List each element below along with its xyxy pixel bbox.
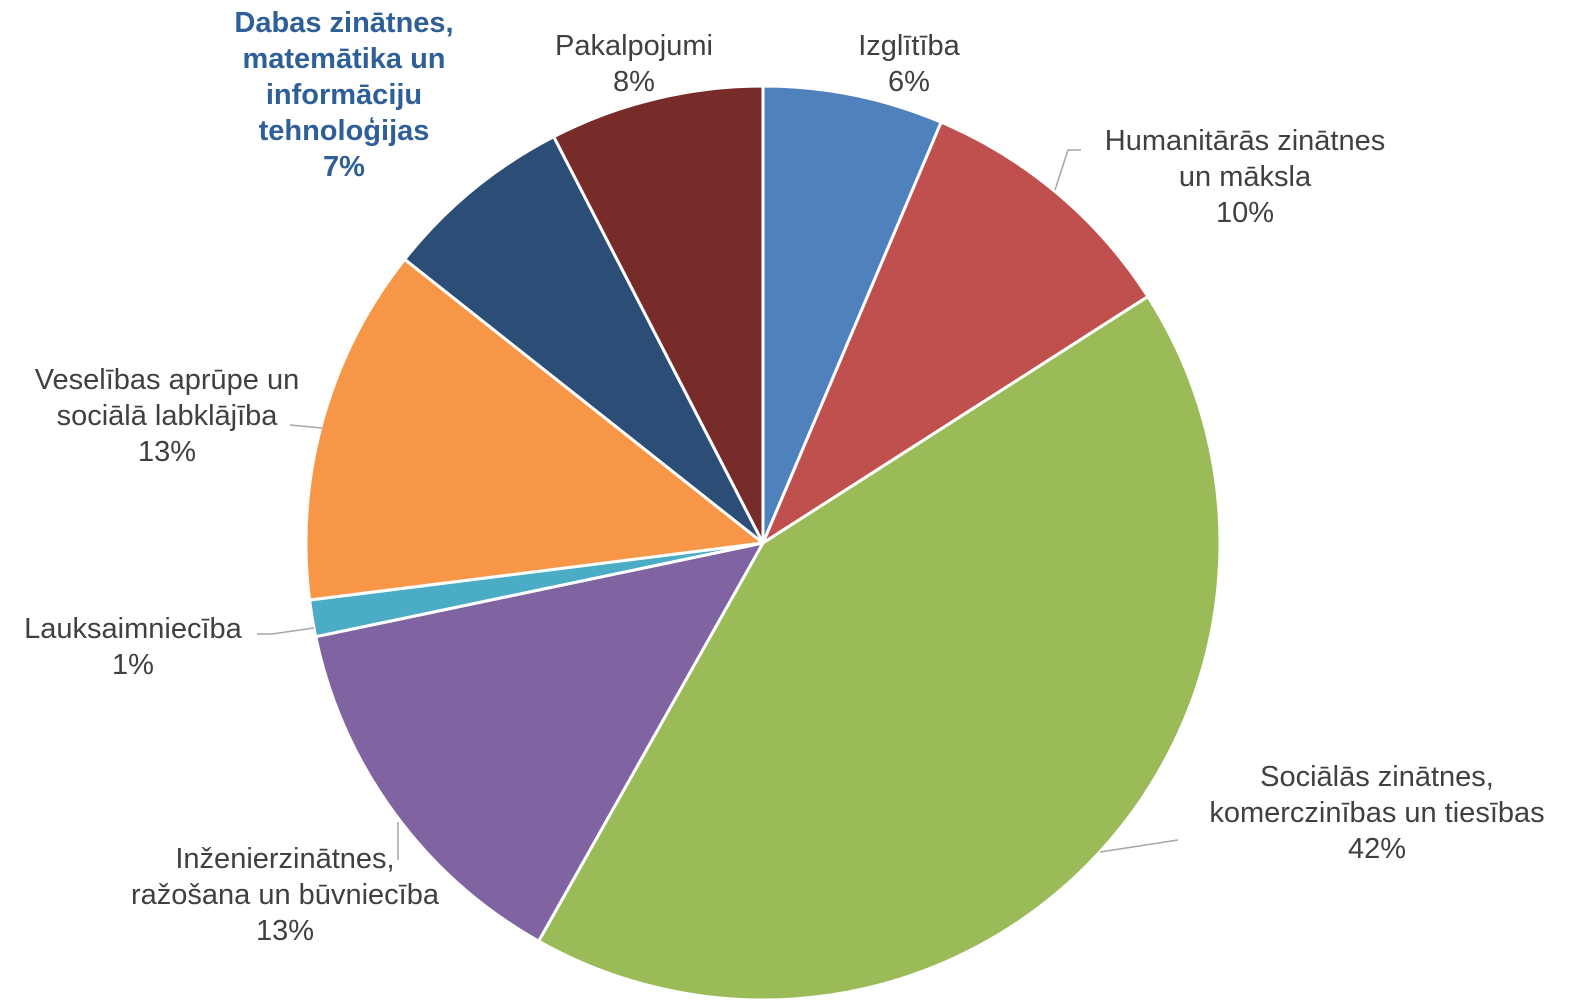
- slice-percent: 13%: [256, 915, 314, 947]
- pie-slices: [304, 84, 1222, 1002]
- slice-label-line: sociālā labklājība: [57, 400, 279, 432]
- leader-line: [1054, 149, 1081, 191]
- slice-label-line: matemātika un: [242, 43, 445, 75]
- slice-label: Veselības aprūpe un sociālā labklājība 13%: [35, 364, 299, 468]
- slice-percent: 13%: [138, 436, 196, 468]
- slice-label-line: Humanitārās zinātnes: [1105, 125, 1385, 157]
- slice-label: Lauksaimniecība 1%: [24, 613, 242, 681]
- pie-slice: [761, 84, 943, 545]
- slice-label-line: informāciju: [266, 79, 422, 111]
- pie-slice: [403, 135, 765, 545]
- slice-label: Inženierzinātnes, ražošana un būvniecība 1…: [131, 843, 440, 947]
- slice-label: Dabas zinātnes, matemātika un informāciju t…: [234, 7, 453, 183]
- slice-percent: 10%: [1216, 197, 1274, 229]
- slice-percent: 8%: [613, 66, 655, 98]
- pie-slice: [761, 120, 1150, 545]
- leader-line: [257, 627, 315, 635]
- leader-line: [289, 424, 323, 429]
- leader-lines: [257, 149, 1179, 860]
- slice-label: Pakalpojumi 8%: [555, 30, 713, 98]
- slice-label-line: Inženierzinātnes,: [175, 843, 394, 875]
- pie-slice: [304, 257, 765, 602]
- slice-label-line: Pakalpojumi: [555, 30, 713, 62]
- slice-percent: 7%: [323, 151, 365, 183]
- slice-percent: 1%: [112, 649, 154, 681]
- slice-percent: 6%: [888, 66, 930, 98]
- slice-label-line: ražošana un būvniecība: [131, 879, 440, 911]
- slice-label-line: komerczinības un tiesības: [1209, 797, 1544, 829]
- pie-slice: [537, 295, 1222, 1002]
- slice-label: Humanitārās zinātnes un māksla 10%: [1105, 125, 1385, 229]
- slice-label-line: Dabas zinātnes,: [234, 7, 453, 39]
- slice-label-line: un māksla: [1179, 161, 1312, 193]
- data-labels: Izglītība 6% Humanitārās zinātnes un māksla…: [24, 7, 1544, 947]
- leader-line: [1099, 839, 1179, 853]
- slice-label-line: Lauksaimniecība: [24, 613, 242, 645]
- slice-label: Sociālās zinātnes, komerczinības un tiesī…: [1209, 761, 1544, 865]
- slice-label-line: Izglītība: [858, 30, 960, 62]
- pie-slice: [552, 84, 765, 545]
- slice-label: Izglītība 6%: [858, 30, 960, 98]
- slice-percent: 42%: [1348, 833, 1406, 865]
- pie-slice: [314, 541, 765, 943]
- slice-label-line: Veselības aprūpe un: [35, 364, 299, 396]
- slice-label-line: Sociālās zinātnes,: [1260, 761, 1494, 793]
- slice-label-line: tehnoloģijas: [259, 115, 430, 147]
